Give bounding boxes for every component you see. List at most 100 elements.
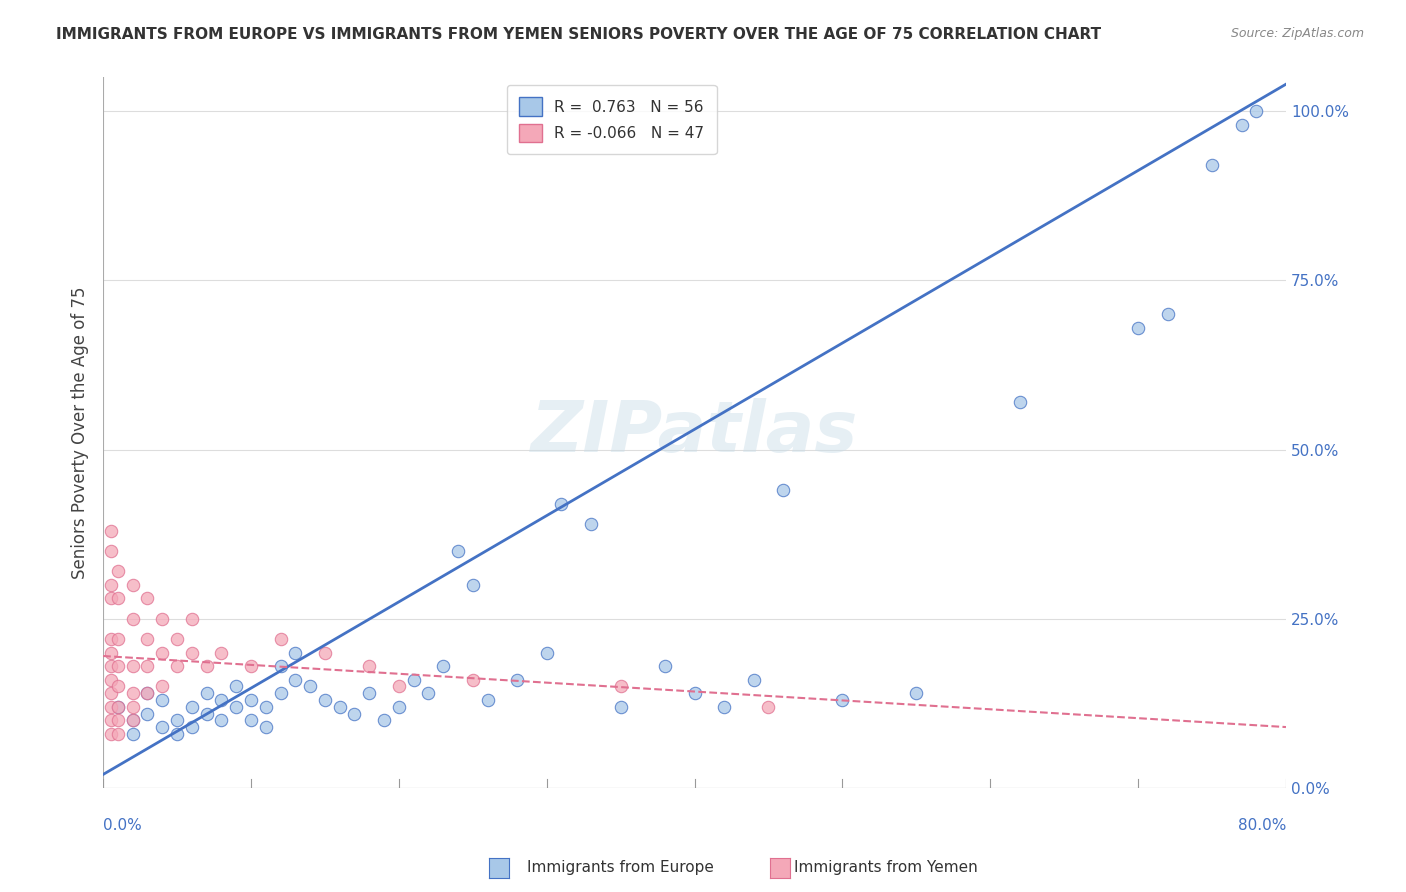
Point [107,680,129,694]
Point [136,591,159,606]
Point [166,727,188,741]
Point [225,699,247,714]
Text: Immigrants from Yemen: Immigrants from Yemen [794,861,979,875]
Point [136,686,159,700]
Point [121,612,143,626]
Point [166,659,188,673]
Point [121,699,143,714]
Point [100,714,122,728]
Point [209,714,232,728]
Point [100,659,122,673]
Point [388,680,411,694]
Point [107,591,129,606]
Text: Immigrants from Europe: Immigrants from Europe [527,861,714,875]
Point [1156,307,1178,321]
Point [107,699,129,714]
Point [150,680,173,694]
Legend: R =  0.763   N = 56, R = -0.066   N = 47: R = 0.763 N = 56, R = -0.066 N = 47 [508,85,717,154]
Point [107,659,129,673]
Point [329,699,352,714]
Point [758,699,780,714]
Point [195,686,218,700]
Point [343,706,366,721]
Point [107,565,129,579]
Point [683,686,706,700]
Point [432,659,454,673]
Point [373,714,395,728]
Point [180,720,202,734]
Point [299,680,322,694]
Point [536,646,558,660]
Point [150,693,173,707]
Point [166,714,188,728]
Point [270,686,292,700]
Point [418,686,440,700]
Point [150,612,173,626]
Point [150,646,173,660]
Point [461,673,484,687]
Text: IMMIGRANTS FROM EUROPE VS IMMIGRANTS FROM YEMEN SENIORS POVERTY OVER THE AGE OF : IMMIGRANTS FROM EUROPE VS IMMIGRANTS FRO… [56,27,1101,42]
Point [209,646,232,660]
Point [100,578,122,592]
Y-axis label: Seniors Poverty Over the Age of 75: Seniors Poverty Over the Age of 75 [72,286,89,579]
Point [477,693,499,707]
Text: Source: ZipAtlas.com: Source: ZipAtlas.com [1230,27,1364,40]
Point [240,693,263,707]
Point [121,714,143,728]
Point [270,659,292,673]
Point [107,699,129,714]
Point [136,686,159,700]
Point [713,699,735,714]
Point [314,693,336,707]
Point [136,632,159,646]
Point [166,632,188,646]
Point [905,686,928,700]
Point [100,544,122,558]
Point [136,659,159,673]
Point [831,693,853,707]
Point [1201,158,1223,172]
Point [1230,118,1253,132]
Text: 80.0%: 80.0% [1237,819,1286,833]
Point [180,699,202,714]
Text: ZIPatlas: ZIPatlas [531,398,858,467]
Point [388,699,411,714]
Point [284,673,307,687]
Point [100,632,122,646]
Point [240,659,263,673]
Point [359,686,381,700]
Point [284,646,307,660]
Point [121,686,143,700]
Point [254,720,277,734]
Point [254,699,277,714]
Point [100,591,122,606]
Point [107,727,129,741]
Point [314,646,336,660]
Point [107,714,129,728]
Point [609,680,631,694]
Point [209,693,232,707]
Point [100,673,122,687]
Point [107,632,129,646]
Point [121,727,143,741]
Point [100,524,122,538]
Point [1246,104,1268,119]
Point [100,699,122,714]
Point [121,659,143,673]
Point [270,632,292,646]
Point [506,673,529,687]
Text: 0.0%: 0.0% [103,819,142,833]
Point [100,646,122,660]
Point [100,686,122,700]
Point [609,699,631,714]
Point [150,720,173,734]
Point [1126,321,1149,335]
Point [225,680,247,694]
Point [100,727,122,741]
Point [772,483,794,498]
Point [359,659,381,673]
Point [550,497,572,511]
Point [654,659,676,673]
Point [195,659,218,673]
Point [240,714,263,728]
